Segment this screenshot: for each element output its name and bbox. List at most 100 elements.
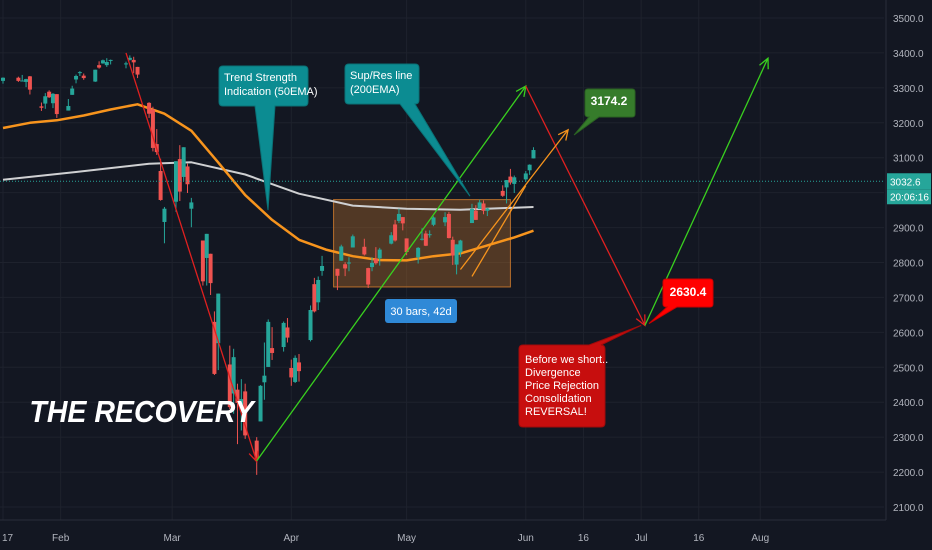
candle: [500, 185, 505, 197]
candle: [74, 74, 79, 84]
candle: [373, 247, 378, 265]
candle: [389, 232, 394, 245]
short-term-projection-line-arrowhead: [557, 128, 570, 141]
candle-body: [54, 94, 59, 115]
candle-body: [127, 57, 132, 60]
candle-body: [173, 161, 178, 202]
countdown-badge: [887, 189, 931, 205]
before-short-line-1: Before we short..: [525, 354, 608, 366]
candle: [296, 354, 301, 382]
candle: [366, 267, 371, 288]
candle: [212, 311, 217, 375]
candle: [512, 175, 517, 193]
sup-res-callout-bubble[interactable]: [344, 63, 471, 197]
candle: [339, 244, 344, 261]
projected-drop-line-arrowhead: [635, 314, 646, 327]
candle-body: [231, 357, 236, 394]
trend-callout-bubble[interactable]: [218, 65, 309, 211]
candle-body: [469, 209, 474, 224]
candle-body: [458, 240, 463, 253]
price-axis-tick: 3200.0: [893, 119, 924, 130]
candle: [343, 262, 348, 277]
candle-body: [308, 310, 313, 341]
candle-body: [316, 279, 321, 303]
sup-res-callout[interactable]: Sup/Res line (200EMA): [344, 63, 471, 197]
candle: [150, 106, 155, 152]
candle-body: [1, 77, 5, 81]
candle: [377, 247, 382, 266]
candle-body: [181, 147, 186, 177]
candle-body: [150, 109, 155, 148]
time-axis-tick: Jun: [518, 533, 534, 544]
candle-body: [366, 268, 371, 285]
time-axis[interactable]: 17 Feb Mar Apr May Jun 16 Jul 16 Aug: [0, 519, 886, 544]
candle-body: [239, 399, 244, 405]
trend-callout-line-1: Trend Strength: [224, 72, 297, 84]
candle-body: [377, 249, 382, 259]
candle: [485, 208, 490, 217]
chart-title: THE RECOVERY: [29, 395, 256, 429]
target-tag-2630[interactable]: 2630.4: [648, 278, 714, 325]
range-box-label-bg[interactable]: [385, 299, 457, 323]
candle-body: [200, 240, 205, 282]
candle-body: [70, 88, 75, 95]
candle: [427, 230, 432, 238]
candle: [50, 93, 55, 109]
candle: [262, 342, 267, 400]
candle: [173, 161, 178, 212]
candle-body: [258, 385, 263, 422]
candle: [66, 99, 71, 111]
target-tag-3174-bubble[interactable]: [573, 88, 636, 136]
time-axis-tick: Feb: [52, 533, 70, 544]
candle-body: [485, 208, 490, 211]
candle: [124, 61, 129, 69]
candle: [39, 102, 44, 111]
candle-body: [427, 234, 432, 236]
before-short-callout[interactable]: Before we short.. Divergence Price Rejec…: [518, 324, 642, 428]
candle-body: [400, 217, 405, 224]
candle: [81, 73, 86, 80]
price-axis[interactable]: 3500.03400.03300.03200.03100.03000.02900…: [885, 0, 924, 520]
trend-strength-callout[interactable]: Trend Strength Indication (50EMA): [218, 65, 318, 211]
support-ray-line: [471, 185, 527, 277]
candle-body: [124, 63, 129, 65]
candle: [270, 327, 275, 360]
candle: [266, 319, 271, 367]
candle: [200, 240, 205, 286]
target-tag-3174[interactable]: 3174.2: [573, 88, 636, 136]
candle-body: [281, 322, 286, 348]
candle: [454, 244, 459, 275]
price-axis-tick: 3500.0: [893, 14, 924, 25]
candle-body: [373, 259, 378, 264]
candle-body: [508, 176, 513, 183]
candle-body: [396, 213, 401, 221]
trend-drawings[interactable]: [125, 52, 769, 464]
candles: [1, 55, 536, 475]
candle: [531, 147, 536, 159]
sup-res-callout-line-1: Sup/Res line: [350, 70, 412, 82]
candle: [362, 238, 367, 256]
candle: [77, 71, 82, 76]
range-box-label[interactable]: 30 bars, 42d: [385, 299, 457, 323]
price-axis-tick: 2400.0: [893, 398, 924, 409]
short-term-projection-line: [459, 129, 569, 270]
candle-body: [504, 180, 509, 188]
candle-body: [393, 224, 398, 241]
candle: [523, 170, 528, 182]
before-short-callout-bubble[interactable]: [518, 324, 642, 428]
candle-body: [50, 93, 55, 104]
candle-body: [423, 233, 428, 246]
candle-body: [270, 348, 275, 353]
candle-body: [266, 321, 271, 367]
price-axis-tick: 2500.0: [893, 363, 924, 374]
candle-body: [450, 239, 455, 256]
candle-body: [289, 367, 294, 378]
current-price-badge: [887, 173, 931, 190]
candle-body: [389, 235, 394, 244]
candle: [108, 59, 113, 65]
target-tag-2630-bubble[interactable]: [648, 278, 714, 325]
ema200-line: [2, 161, 534, 211]
sup-res-callout-line-2: (200EMA): [350, 84, 400, 96]
candle: [177, 145, 182, 202]
